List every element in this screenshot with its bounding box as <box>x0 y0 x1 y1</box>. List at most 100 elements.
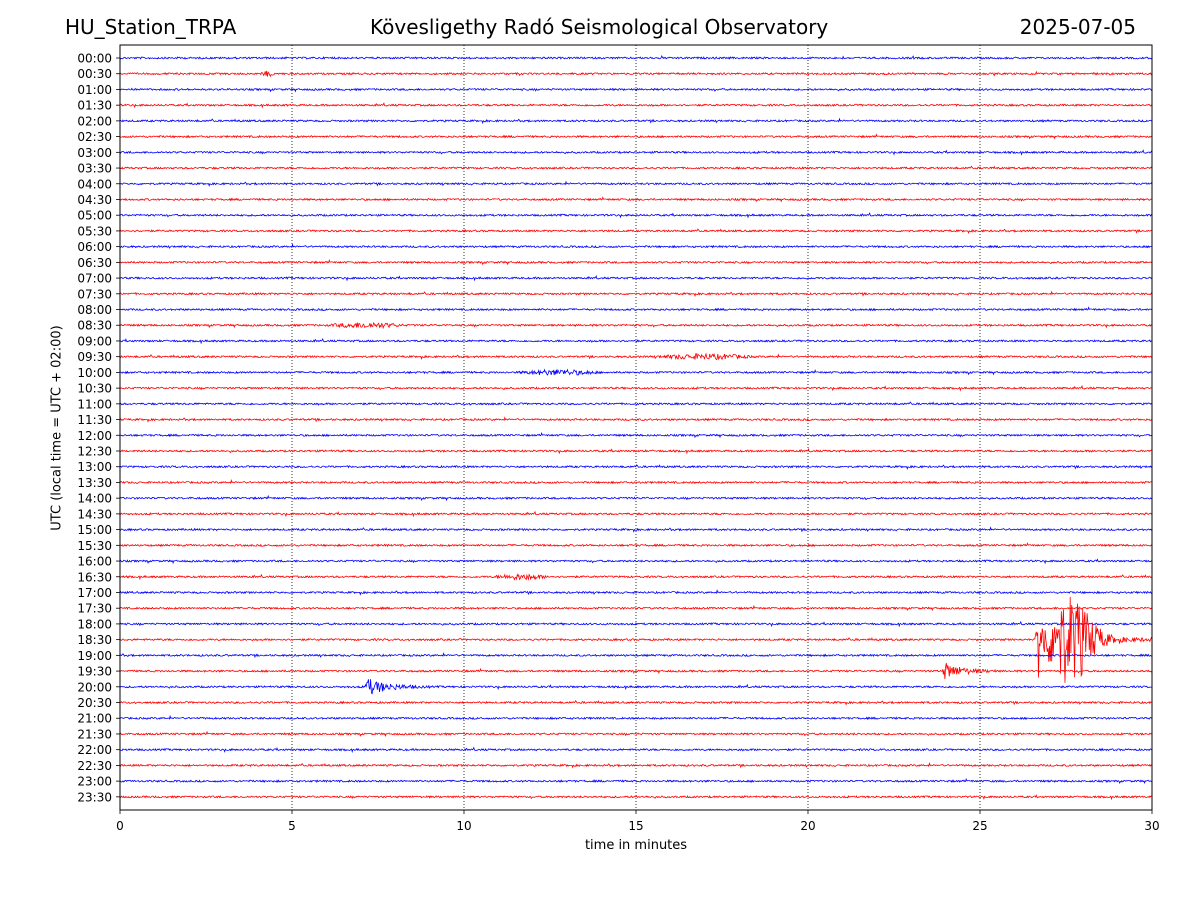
trace-0930 <box>119 352 1153 361</box>
y-tick-label: 15:30 <box>77 539 112 553</box>
x-tick-label: 25 <box>972 819 987 833</box>
y-tick-label: 21:00 <box>77 712 112 726</box>
y-tick-label: 07:00 <box>77 272 112 286</box>
y-tick-label: 14:30 <box>77 507 112 521</box>
y-tick-label: 06:30 <box>77 256 112 270</box>
y-tick-label: 03:30 <box>77 162 112 176</box>
y-tick-label: 05:00 <box>77 209 112 223</box>
trace-0230 <box>119 133 1153 140</box>
y-tick-label: 02:30 <box>77 130 112 144</box>
y-tick-label: 07:30 <box>77 287 112 301</box>
trace-0430 <box>119 196 1153 203</box>
trace-2300 <box>119 777 1153 785</box>
trace-1000 <box>119 368 1153 376</box>
chart-date: 2025-07-05 <box>1019 15 1136 39</box>
y-tick-label: 14:00 <box>77 492 112 506</box>
trace-1330 <box>119 478 1153 485</box>
x-tick-label: 30 <box>1144 819 1159 833</box>
trace-1930 <box>119 662 1153 680</box>
trace-1630 <box>119 573 1153 581</box>
x-tick-label: 15 <box>628 819 643 833</box>
x-tick-label: 0 <box>116 819 124 833</box>
trace-0130 <box>119 102 1153 109</box>
y-tick-label: 00:30 <box>77 67 112 81</box>
y-tick-label: 06:00 <box>77 240 112 254</box>
y-tick-label: 18:00 <box>77 617 112 631</box>
trace-0530 <box>119 228 1153 235</box>
trace-1200 <box>119 432 1153 439</box>
trace-1530 <box>119 542 1153 548</box>
trace-1900 <box>119 651 1153 659</box>
x-tick-label: 20 <box>800 819 815 833</box>
trace-0900 <box>119 337 1153 345</box>
y-tick-label: 16:00 <box>77 555 112 569</box>
trace-0330 <box>119 165 1153 170</box>
trace-0730 <box>119 290 1153 297</box>
trace-0830 <box>119 321 1153 330</box>
y-tick-label: 20:00 <box>77 680 112 694</box>
trace-1730 <box>119 604 1153 612</box>
y-tick-label: 11:00 <box>77 397 112 411</box>
trace-0400 <box>119 180 1153 187</box>
y-tick-label: 11:30 <box>77 413 112 427</box>
y-tick-label: 22:30 <box>77 759 112 773</box>
trace-0630 <box>119 259 1153 266</box>
trace-0100 <box>119 87 1153 93</box>
y-tick-label: 09:30 <box>77 350 112 364</box>
trace-1400 <box>119 494 1153 502</box>
y-tick-label: 03:00 <box>77 146 112 160</box>
chart-title: Kövesligethy Radó Seismological Observat… <box>370 15 829 39</box>
trace-2200 <box>119 746 1152 754</box>
y-tick-label: 00:00 <box>77 52 112 66</box>
y-tick-label: 08:00 <box>77 303 112 317</box>
trace-2130 <box>119 730 1153 737</box>
y-tick-label: 23:00 <box>77 775 112 789</box>
y-tick-label: 23:30 <box>77 790 112 804</box>
trace-2330 <box>119 794 1153 801</box>
trace-1300 <box>119 464 1153 470</box>
station-name: HU_Station_TRPA <box>65 15 237 39</box>
y-tick-label: 04:00 <box>77 177 112 191</box>
trace-2230 <box>119 762 1153 769</box>
y-tick-label: 10:00 <box>77 366 112 380</box>
y-tick-label: 17:00 <box>77 586 112 600</box>
trace-0600 <box>119 243 1153 249</box>
y-tick-label: 16:30 <box>77 570 112 584</box>
trace-1230 <box>119 447 1153 455</box>
trace-0200 <box>119 117 1153 125</box>
trace-1500 <box>119 526 1153 533</box>
trace-1700 <box>119 589 1153 596</box>
y-tick-label: 20:30 <box>77 696 112 710</box>
trace-0300 <box>119 149 1153 156</box>
trace-1430 <box>119 510 1153 518</box>
y-tick-label: 21:30 <box>77 727 112 741</box>
y-tick-label: 15:00 <box>77 523 112 537</box>
trace-2000 <box>119 679 1153 695</box>
y-tick-label: 13:30 <box>77 476 112 490</box>
y-tick-label: 12:30 <box>77 445 112 459</box>
trace-1830 <box>119 596 1153 683</box>
trace-2030 <box>119 699 1153 706</box>
y-tick-label: 19:00 <box>77 649 112 663</box>
y-tick-label: 01:30 <box>77 99 112 113</box>
trace-1130 <box>119 416 1153 423</box>
y-tick-label: 18:30 <box>77 633 112 647</box>
y-axis-label: UTC (local time = UTC + 02:00) <box>49 325 65 531</box>
y-tick-label: 13:00 <box>77 460 112 474</box>
y-tick-label: 02:00 <box>77 114 112 128</box>
x-axis-label: time in minutes <box>584 838 688 853</box>
trace-0500 <box>119 212 1153 219</box>
x-tick-label: 10 <box>456 819 471 833</box>
y-tick-label: 08:30 <box>77 319 112 333</box>
trace-0030 <box>119 70 1153 78</box>
trace-0700 <box>119 274 1153 282</box>
trace-1800 <box>119 620 1153 628</box>
trace-0800 <box>119 306 1153 312</box>
y-tick-label: 09:00 <box>77 334 112 348</box>
y-tick-label: 19:30 <box>77 665 112 679</box>
x-tick-label: 5 <box>288 819 296 833</box>
trace-0000 <box>119 54 1153 60</box>
y-tick-label: 01:00 <box>77 83 112 97</box>
y-tick-label: 17:30 <box>77 602 112 616</box>
